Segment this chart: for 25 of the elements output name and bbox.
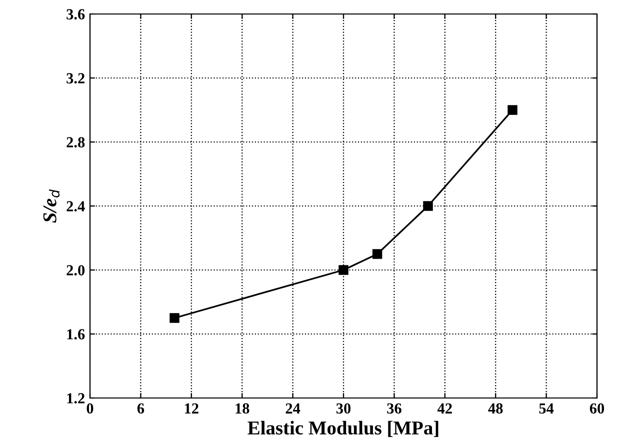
y-tick-label: 1.6	[67, 329, 85, 340]
point	[508, 105, 518, 115]
x-tick-label: 24	[286, 403, 300, 414]
x-tick-label: 54	[539, 403, 554, 414]
x-tick-label: 18	[236, 403, 250, 414]
x-tick-label: 42	[437, 403, 452, 414]
y-tick-label: 2.0	[66, 265, 85, 276]
x-tick-label: 36	[387, 403, 402, 414]
x-tick-label: 48	[488, 403, 503, 414]
y-tick-label: 1.2	[67, 393, 84, 404]
y-tick-label: 2.4	[66, 201, 85, 212]
x-tick-label: 6	[137, 403, 144, 414]
x-tick-label: 12	[184, 403, 198, 414]
y-tick-label: 2.8	[66, 137, 85, 148]
point	[170, 313, 180, 323]
point	[372, 249, 382, 259]
point	[423, 201, 433, 211]
x-tick-label: 60	[590, 403, 604, 414]
x-tick-label: 0	[86, 403, 94, 414]
x-axis-title: Elastic Modulus [MPa]	[248, 420, 438, 437]
y-tick-label: 3.2	[66, 73, 84, 84]
point	[338, 265, 348, 275]
y-axis-title: S/e$_{d}$	[43, 189, 60, 223]
x-tick-label: 30	[336, 403, 351, 414]
y-tick-label: 3.6	[66, 9, 85, 20]
